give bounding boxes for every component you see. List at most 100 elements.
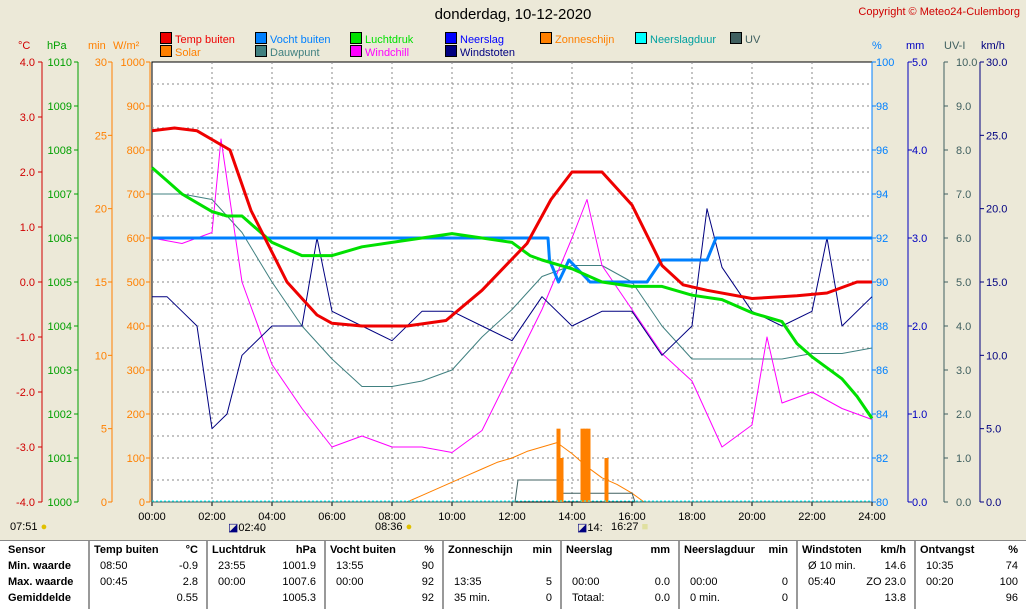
tick-label-rain_mm: 2.0 (912, 321, 927, 333)
stats-column-group (0, 541, 90, 609)
tick-label-solar_wm2: 300 (127, 365, 145, 377)
stats-header: Vocht buiten (330, 544, 396, 556)
tick-label-wind_kmh: 30.0 (986, 57, 1007, 69)
tick-label-minutes: 30 (95, 57, 107, 69)
x-tick-label: 16:00 (618, 511, 646, 523)
legend-item-dauwpunt: Dauwpunt (255, 45, 320, 59)
legend-item-luchtdruk: Luchtdruk (350, 32, 413, 46)
stats-header: Ontvangst (920, 544, 975, 556)
legend-swatch (445, 32, 457, 44)
stats-cell-time: 08:50 (100, 560, 128, 572)
stats-header: Luchtdruk (212, 544, 266, 556)
unit-hpa: hPa (47, 40, 67, 52)
tick-label-humidity_pct: 94 (876, 189, 888, 201)
stats-column-group (442, 541, 562, 609)
unit-wm2: W/m² (113, 40, 140, 52)
stats-row-label: Min. waarde (8, 560, 71, 572)
stats-table: Sensor Temp buiten °C Luchtdruk hPa Vocht bui… (0, 540, 1026, 609)
tick-label-uvi: 7.0 (956, 189, 971, 201)
stats-column-group (796, 541, 916, 609)
stats-row-label: Gemiddelde (8, 592, 71, 604)
legend-swatch (635, 32, 647, 44)
tick-label-temp_c: -1.0 (16, 332, 35, 344)
stats-cell-value: 0.55 (176, 592, 198, 604)
legend-label: Dauwpunt (270, 47, 320, 59)
tick-label-rain_mm: 5.0 (912, 57, 927, 69)
tick-label-pressure_hpa: 1006 (48, 233, 72, 245)
series-line-windchill (151, 138, 873, 453)
stats-cell-value: 96 (1005, 592, 1018, 604)
stats-cell-value: 14.6 (884, 560, 906, 572)
stats-header-unit: mm (650, 544, 670, 556)
series-line-dauwpunt (152, 193, 873, 387)
x-tick-label: 20:00 (738, 511, 766, 523)
tick-label-solar_wm2: 600 (127, 233, 145, 245)
stats-cell-value: 0.0 (654, 576, 670, 588)
tick-label-uvi: 3.0 (956, 365, 971, 377)
stats-cell-time: 00:00 (572, 576, 600, 588)
stats-header-unit: min (532, 544, 552, 556)
stats-cell-value: 1007.6 (282, 576, 316, 588)
stats-cell-time: 00:00 (690, 576, 718, 588)
tick-label-temp_c: 2.0 (20, 167, 35, 179)
legend-item-uv: UV (730, 32, 760, 46)
tick-label-minutes: 0 (101, 497, 107, 509)
tick-label-temp_c: -4.0 (16, 497, 35, 509)
legend-label: Vocht buiten (270, 34, 331, 46)
legend-item-windstoten: Windstoten (445, 45, 515, 59)
tick-label-solar_wm2: 500 (127, 277, 145, 289)
x-tick-label: 00:00 (138, 511, 166, 523)
tick-label-rain_mm: 4.0 (912, 145, 927, 157)
stats-header: Neerslag (566, 544, 613, 556)
x-tick-label: 22:00 (798, 511, 826, 523)
legend-swatch (445, 45, 457, 57)
legend-label: Zonneschijn (555, 34, 615, 46)
tick-label-pressure_hpa: 1007 (48, 189, 72, 201)
stats-header-unit: % (424, 544, 434, 556)
stats-cell-time: 13:35 (454, 576, 482, 588)
stats-cell-value: 90 (421, 560, 434, 572)
tick-label-pressure_hpa: 1009 (48, 101, 72, 113)
stats-header-unit: hPa (295, 544, 316, 556)
tick-label-pressure_hpa: 1010 (48, 57, 72, 69)
stats-cell-time: 35 min. (454, 592, 491, 604)
tick-label-humidity_pct: 84 (876, 409, 888, 421)
tick-label-temp_c: 0.0 (20, 277, 35, 289)
noon-marker: 08:36 ● (375, 521, 413, 533)
tick-label-solar_wm2: 1000 (121, 57, 145, 69)
legend-label: Neerslagduur (650, 34, 717, 46)
x-tick-label: 08:00 (378, 511, 406, 523)
stats-cell-value: ZO 23.0 (866, 576, 906, 588)
stats-cell-value: 0 (545, 592, 552, 604)
chart-title: donderdag, 10-12-2020 (434, 6, 592, 23)
stats-cell-value: -0.9 (179, 560, 198, 572)
tick-label-minutes: 20 (95, 204, 107, 216)
stats-cell-time: Totaal: (572, 592, 605, 604)
stats-cell-time: 00:00 (336, 576, 364, 588)
series-line-vocht-buiten (152, 236, 872, 284)
tick-label-uvi: 0.0 (956, 497, 971, 509)
tick-label-rain_mm: 1.0 (912, 409, 927, 421)
tick-label-pressure_hpa: 1002 (48, 409, 72, 421)
tick-label-temp_c: -2.0 (16, 387, 35, 399)
sunshine-bar (586, 428, 591, 502)
x-tick-label: 04:00 (258, 511, 286, 523)
stats-cell-value: 0.0 (654, 592, 670, 604)
tick-label-uvi: 9.0 (956, 101, 971, 113)
stats-cell-value: 13.8 (884, 592, 906, 604)
tick-label-pressure_hpa: 1008 (48, 145, 72, 157)
legend-label: Solar (175, 47, 201, 59)
tick-label-rain_mm: 0.0 (912, 497, 927, 509)
stats-cell-value: 92 (421, 592, 434, 604)
tick-label-solar_wm2: 400 (127, 321, 145, 333)
stats-header-unit: km/h (880, 544, 906, 556)
unit-mm: mm (906, 40, 925, 52)
stats-header: Zonneschijn (448, 544, 513, 556)
series-line-solar (152, 442, 872, 503)
tick-label-pressure_hpa: 1003 (48, 365, 72, 377)
legend-label: Windstoten (460, 47, 516, 59)
legend-swatch (350, 45, 362, 57)
stats-header: Neerslagduur (684, 544, 755, 556)
tick-label-humidity_pct: 82 (876, 453, 888, 465)
sunshine-bar (559, 458, 564, 502)
